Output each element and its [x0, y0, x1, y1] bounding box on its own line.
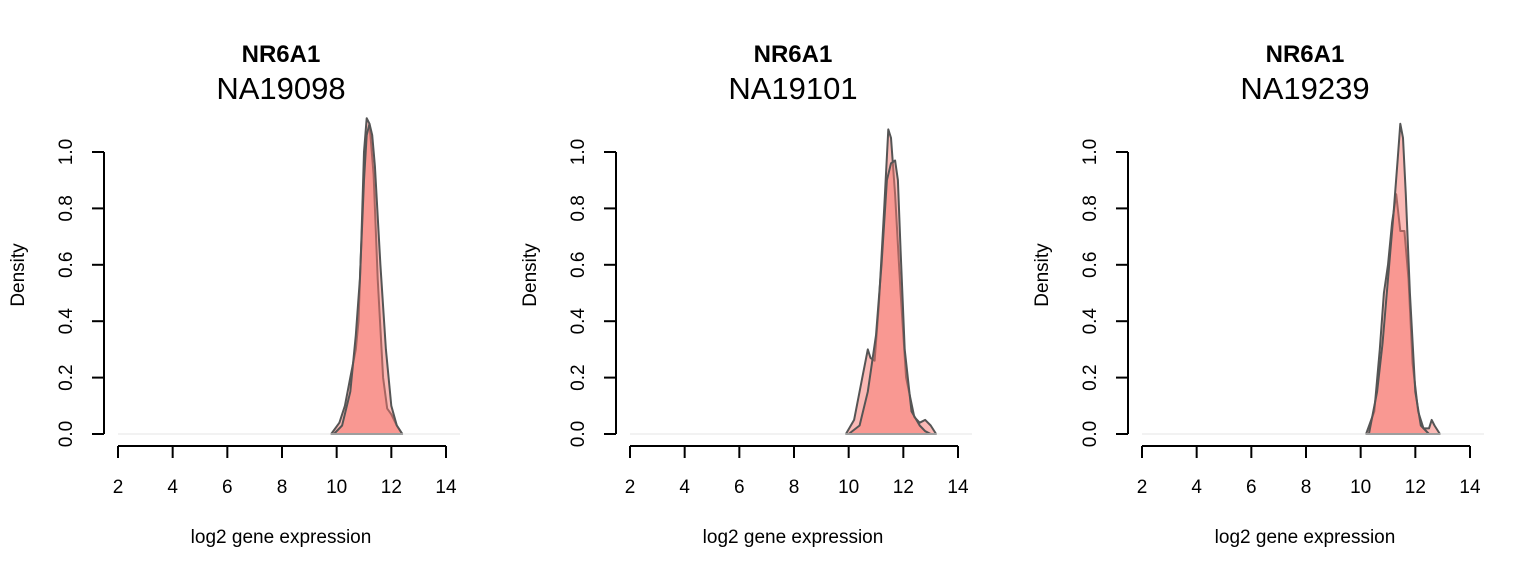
x-axis-label: log2 gene expression: [191, 527, 372, 548]
y-tick-label: 1.0: [568, 139, 589, 165]
chart-panel-2: NR6A1 NA19101 2 4 6 8 10 12 14 log2 gene expressi…: [520, 41, 972, 548]
x-tick-label: 14: [1459, 477, 1481, 498]
y-tick-label: 1.0: [1080, 139, 1101, 165]
x-axis-label: log2 gene expression: [703, 527, 884, 548]
x-tick-label: 8: [789, 477, 800, 498]
x-tick-label: 6: [1246, 477, 1257, 498]
x-tick-label: 2: [1137, 477, 1148, 498]
x-tick-label: 4: [167, 477, 178, 498]
chart-title: NR6A1: [754, 41, 833, 68]
chart-panel-1: NR6A1 NA19098 2 4 6 8 10 12 14 log2 gene expressi…: [8, 41, 460, 548]
x-tick-label: 6: [734, 477, 745, 498]
y-tick-label: 0.4: [1080, 308, 1101, 335]
chart-title: NR6A1: [1266, 41, 1345, 68]
chart-panel-3: NR6A1 NA19239 2 4 6 8 10 12 14 log2 gene expressi…: [1032, 41, 1484, 548]
y-tick-label: 0.2: [56, 364, 77, 390]
chart-subtitle: NA19101: [728, 71, 857, 106]
x-tick-label: 14: [435, 477, 457, 498]
x-axis-label: log2 gene expression: [1215, 527, 1396, 548]
y-tick-label: 0.4: [568, 308, 589, 335]
chart-subtitle: NA19098: [216, 71, 345, 106]
y-tick-label: 0.8: [56, 195, 77, 221]
y-axis-label: Density: [1032, 243, 1053, 307]
x-tick-label: 12: [893, 477, 914, 498]
x-tick-label: 10: [326, 477, 347, 498]
y-tick-label: 0.2: [1080, 364, 1101, 390]
chart-title: NR6A1: [242, 41, 321, 68]
chart-subtitle: NA19239: [1240, 71, 1369, 106]
y-axis-label: Density: [8, 243, 29, 307]
y-tick-label: 0.6: [56, 252, 77, 278]
x-tick-label: 4: [679, 477, 690, 498]
x-tick-label: 10: [1350, 477, 1371, 498]
y-tick-label: 0.6: [568, 252, 589, 278]
x-tick-label: 12: [381, 477, 402, 498]
density-curve-2: [847, 159, 932, 435]
y-tick-label: 0.8: [568, 195, 589, 221]
y-tick-label: 0.0: [56, 421, 77, 447]
y-tick-label: 0.8: [1080, 195, 1101, 221]
x-tick-label: 14: [947, 477, 969, 498]
x-tick-label: 6: [222, 477, 233, 498]
density-curve-2: [1367, 122, 1430, 435]
y-tick-label: 0.4: [56, 308, 77, 335]
x-tick-label: 10: [838, 477, 859, 498]
density-curve-2: [332, 122, 404, 435]
x-tick-label: 12: [1405, 477, 1426, 498]
x-tick-label: 2: [113, 477, 124, 498]
y-tick-label: 0.6: [1080, 252, 1101, 278]
y-tick-label: 1.0: [56, 139, 77, 165]
y-tick-label: 0.0: [1080, 421, 1101, 447]
x-tick-label: 8: [1301, 477, 1312, 498]
y-tick-label: 0.2: [568, 364, 589, 390]
x-tick-label: 8: [277, 477, 288, 498]
y-axis-label: Density: [520, 243, 541, 307]
x-tick-label: 2: [625, 477, 636, 498]
x-tick-label: 4: [1191, 477, 1202, 498]
y-tick-label: 0.0: [568, 421, 589, 447]
